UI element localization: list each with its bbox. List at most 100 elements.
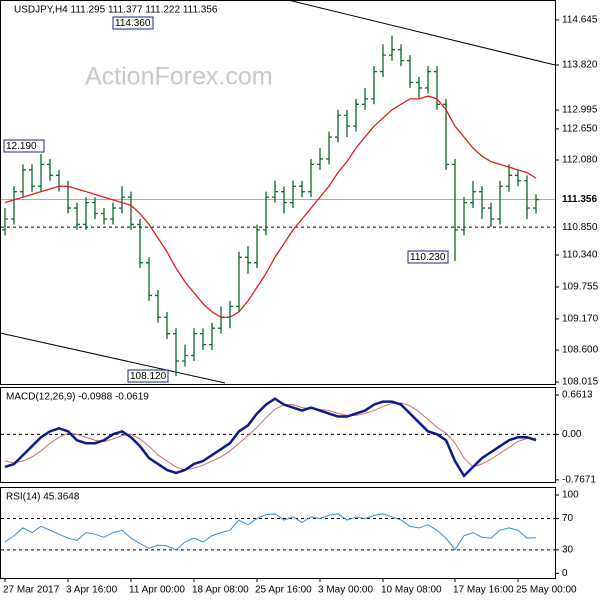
ohlc-bar <box>407 55 413 88</box>
ohlc-bar <box>11 186 17 225</box>
signal-line <box>4 402 537 471</box>
chart-title: USDJPY,H4 111.295 111.377 111.222 111.35… <box>14 5 218 16</box>
ohlc-bar <box>479 186 485 219</box>
y-tick-label: 109.755 <box>562 282 599 293</box>
rsi-line <box>4 513 537 551</box>
y-tick-label: 108.600 <box>562 345 599 356</box>
y-tick-label: 0.00 <box>562 429 582 440</box>
y-tick-label: 100 <box>562 490 579 501</box>
watermark: ActionForex.com <box>85 63 273 91</box>
ohlc-bar <box>92 197 98 219</box>
y-tick-label: 70 <box>562 513 574 524</box>
ohlc-bar <box>353 98 359 132</box>
ohlc-bar <box>290 180 296 209</box>
annotation: 110.230 <box>410 252 446 263</box>
ohlc-bar <box>47 158 53 181</box>
ohlc-bar <box>128 191 134 230</box>
ohlc-bar <box>209 322 215 351</box>
x-tick-label: 11 Apr 00:00 <box>129 585 185 596</box>
trend-line <box>0 332 226 384</box>
ohlc-bar <box>299 180 305 198</box>
macd-line <box>4 397 537 478</box>
ohlc-bar <box>182 344 188 367</box>
ohlc-bar <box>524 175 530 219</box>
ohlc-bar <box>110 202 116 225</box>
ohlc-bar <box>317 147 323 170</box>
level-label: 110.850 <box>562 222 598 233</box>
ohlc-bar <box>362 87 368 110</box>
ohlc-bar <box>344 109 350 138</box>
ohlc-bar <box>164 311 170 340</box>
ohlc-bar <box>452 158 458 262</box>
ohlc-bar <box>488 202 494 228</box>
macd-title: MACD(12,26,9) -0.0988 -0.0619 <box>6 392 149 403</box>
macd-frame <box>0 387 556 483</box>
annotation: 114.360 <box>115 18 151 29</box>
ohlc-bar <box>335 109 341 143</box>
y-tick-label: 30 <box>562 544 574 555</box>
ma-line <box>4 95 537 318</box>
ohlc-bar <box>119 186 125 214</box>
ohlc-bar <box>2 208 8 236</box>
ohlc-bar <box>29 164 35 192</box>
ohlc-bar <box>308 158 314 198</box>
y-tick-label: 114.645 <box>562 15 598 26</box>
y-tick-label: 110.340 <box>562 250 598 261</box>
ohlc-bar <box>380 44 386 77</box>
ohlc-bar <box>20 164 26 198</box>
y-tick-label: 112.650 <box>562 124 598 135</box>
annotation-box <box>407 250 449 264</box>
ohlc-bar <box>263 191 269 236</box>
ohlc-bar <box>38 154 44 192</box>
ohlc-bar <box>515 169 521 187</box>
ohlc-bar <box>200 328 206 351</box>
ohlc-bar <box>254 224 260 269</box>
ohlc-bar <box>425 66 431 94</box>
x-tick-label: 10 May 08:00 <box>381 585 442 596</box>
ohlc-bar <box>137 218 143 269</box>
x-tick-label: 25 Apr 16:00 <box>255 585 312 596</box>
ohlc-bar <box>281 186 287 214</box>
x-tick-label: 3 Apr 16:00 <box>66 585 118 596</box>
ohlc-bar <box>506 164 512 192</box>
x-tick-label: 17 May 16:00 <box>453 585 514 596</box>
x-tick-label: 18 Apr 08:00 <box>192 585 249 596</box>
annotation-box <box>112 16 154 30</box>
ohlc-bar <box>497 180 503 225</box>
ohlc-bar <box>173 328 179 377</box>
y-tick-label: -0.7671 <box>562 474 596 485</box>
ohlc-bar <box>101 208 107 225</box>
ohlc-bar <box>434 66 440 110</box>
y-tick-label: 109.170 <box>562 314 599 325</box>
annotation: 12.190 <box>6 141 37 152</box>
ohlc-bar <box>389 35 395 61</box>
x-tick-label: 3 May 00:00 <box>318 585 373 596</box>
y-tick-label: 113.820 <box>562 60 598 71</box>
ohlc-bar <box>236 251 242 312</box>
x-tick-label: 27 Mar 2017 <box>3 585 60 596</box>
annotation: 108.120 <box>130 371 167 382</box>
annotation-box <box>127 369 169 383</box>
rsi-title: RSI(14) 45.3648 <box>6 492 80 503</box>
ohlc-bar <box>416 77 422 99</box>
ohlc-bar <box>398 44 404 67</box>
ohlc-bar <box>461 197 467 236</box>
ohlc-bar <box>470 180 476 209</box>
ohlc-bar <box>74 202 80 230</box>
rsi-frame <box>0 487 556 579</box>
annotation-box <box>3 139 45 153</box>
ohlc-bar <box>191 328 197 361</box>
trend-line <box>287 0 556 66</box>
y-tick-label: 108.015 <box>562 377 599 388</box>
price-label: 111.356 <box>562 194 597 205</box>
ohlc-bar <box>146 257 152 301</box>
y-tick-label: 112.995 <box>562 105 598 116</box>
ohlc-bar <box>245 246 251 274</box>
ohlc-bar <box>533 194 539 214</box>
ohlc-bar <box>83 197 89 230</box>
y-tick-label: 112.080 <box>562 155 598 166</box>
y-tick-label: 0.6613 <box>562 390 593 401</box>
price-frame <box>0 0 556 385</box>
